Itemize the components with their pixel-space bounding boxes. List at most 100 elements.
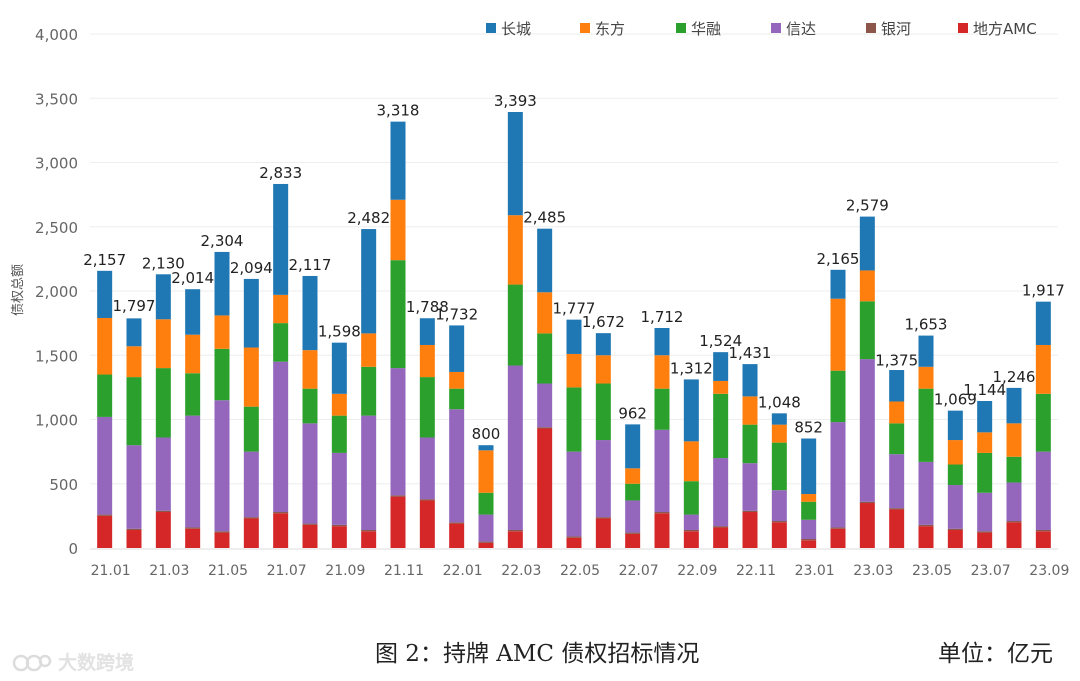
bar-segment [537,428,553,548]
legend: 长城 东方 华融 信达 银河 地方AMC [486,20,1037,38]
x-tick-label: 22.09 [677,563,717,579]
bar-segment [654,429,670,513]
total-label: 1,048 [758,393,801,411]
unit-label: 单位：亿元 [938,641,1053,667]
legend-swatch [580,23,590,33]
bar-segment [1006,387,1022,424]
legend-label: 信达 [786,20,816,38]
total-label: 2,165 [817,250,860,268]
total-label: 3,393 [494,92,537,110]
y-tick-label: 0 [68,540,78,558]
bar-segment [683,481,699,515]
x-tick-label: 23.07 [971,563,1011,579]
x-tick-label: 23.09 [1029,563,1069,579]
bar-segment [595,383,611,441]
total-label: 1,431 [729,344,772,362]
bar-segment [713,352,729,381]
bar-segment [859,501,875,504]
bar-segment [302,388,318,424]
bar-segment [302,523,318,525]
bar-segment [625,468,641,484]
bar-segment [771,522,787,548]
bar-segment [214,251,230,316]
bar-segment [273,513,289,548]
bar-segment [507,284,523,366]
bar-segment [918,388,934,462]
bar-segment [595,518,611,548]
bar-segment [1035,531,1051,548]
bar-segment [126,318,142,347]
total-label: 2,579 [846,197,889,215]
bar-segment [859,301,875,360]
bar-segment [331,415,347,453]
x-tick-label: 22.11 [736,563,776,579]
bar-segment [390,260,406,369]
bar-segment [185,528,201,548]
bar-segment [625,533,641,548]
bar-segment [273,183,289,295]
bar-segment [390,199,406,261]
total-label: 2,485 [523,209,566,227]
bar-segment [889,423,905,455]
legend-label: 东方 [595,20,625,38]
bar-segment [859,359,875,502]
bar-segment [977,531,993,533]
bar-segment [654,388,670,430]
total-label: 1,788 [406,298,449,316]
bar-segment [507,111,523,216]
x-tick-label: 22.05 [560,563,600,579]
bar-segment [155,512,171,548]
bar-segment [625,500,641,533]
y-tick-label: 1,500 [35,347,78,365]
bar-segment [595,355,611,384]
bar-segment [155,319,171,369]
bar-segment [654,355,670,389]
bar-segment [977,400,993,433]
total-label: 2,304 [201,232,244,250]
bar-segment [771,424,787,443]
bar-segment [830,527,846,529]
bar-segment [889,509,905,548]
total-label: 2,482 [347,209,390,227]
bar-segment [742,510,758,513]
bar-segment [302,524,318,548]
total-label: 1,144 [963,381,1006,399]
total-label: 1,653 [905,316,948,334]
bar-segment [889,370,905,402]
legend-label: 银河 [881,20,911,38]
watermark-text: 大数跨境 [58,652,135,674]
bar-segment [566,319,582,354]
bar-segment [331,342,347,394]
bar-segment [830,528,846,548]
legend-swatch [958,23,968,33]
bar-segment [889,401,905,424]
bar-segment [97,317,113,375]
bar-segment [302,423,318,524]
total-label: 852 [794,419,823,437]
bar-segment [185,334,201,374]
total-label: 800 [472,425,501,443]
bar-segment [185,373,201,416]
bars [97,111,1051,548]
watermark-logo-icon [12,654,52,671]
bar-segment [449,371,465,389]
bar-segment [361,415,377,531]
bar-segment [214,400,230,532]
bar-segment [830,422,846,528]
bar-segment [1006,521,1022,523]
bar-segment [947,440,963,465]
legend-swatch [676,23,686,33]
bar-segment [419,318,435,345]
bar-segment [918,461,934,525]
bar-segment [126,530,142,548]
bar-segment [97,374,113,417]
total-label: 1,672 [582,313,625,331]
bar-segment [419,499,435,501]
bar-segment [947,464,963,486]
bar-segment [419,500,435,548]
total-label: 1,312 [670,359,713,377]
bar-segment [419,437,435,500]
bar-segment [97,515,113,548]
bar-segment [331,526,347,548]
x-tick-label: 22.03 [501,563,541,579]
